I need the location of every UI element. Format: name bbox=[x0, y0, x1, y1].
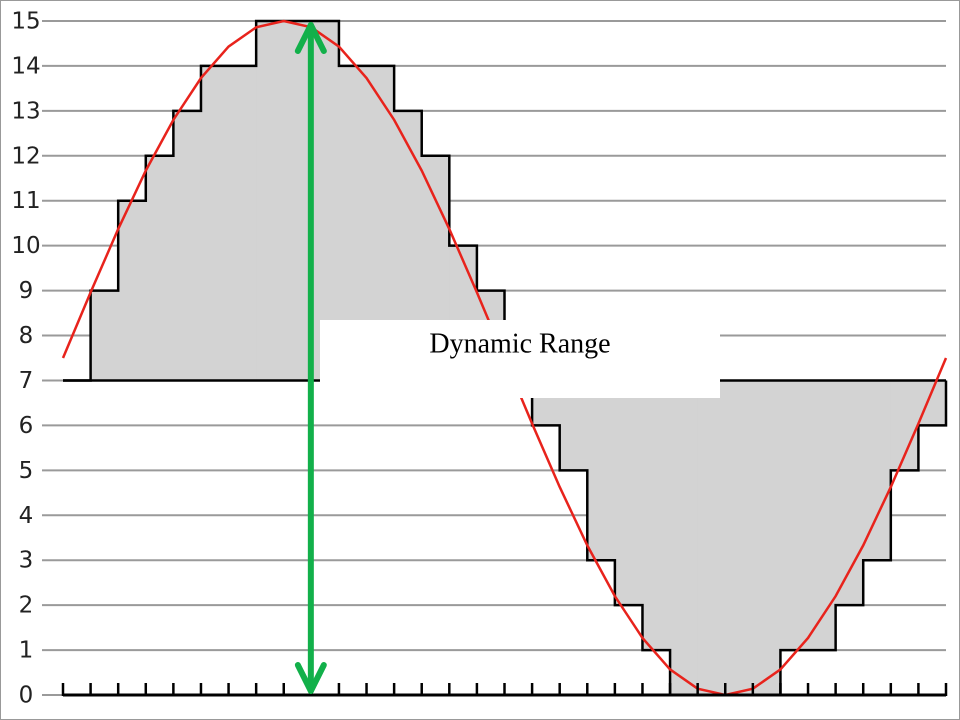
step-bar bbox=[200, 65, 230, 381]
y-tick-label: 11 bbox=[11, 188, 40, 214]
annotation-text: Dynamic Range bbox=[429, 328, 610, 359]
step-bar bbox=[145, 155, 174, 381]
y-tick-label: 8 bbox=[19, 323, 34, 349]
step-bar bbox=[642, 380, 671, 651]
y-tick-label: 7 bbox=[19, 368, 34, 394]
annotation-box bbox=[320, 320, 720, 398]
y-tick-label: 14 bbox=[11, 53, 40, 79]
y-tick-label: 10 bbox=[11, 233, 40, 259]
y-tick-label: 0 bbox=[19, 683, 34, 709]
step-bar bbox=[118, 200, 147, 381]
y-tick-label: 12 bbox=[11, 143, 40, 169]
y-tick-label: 15 bbox=[11, 9, 40, 35]
step-bar bbox=[697, 380, 726, 695]
step-bar bbox=[614, 380, 643, 606]
step-bar bbox=[228, 65, 257, 381]
arrow-head-bottom bbox=[294, 662, 327, 694]
step-bar bbox=[863, 380, 892, 561]
step-bar bbox=[283, 21, 312, 381]
step-bar bbox=[780, 380, 809, 651]
step-bar bbox=[808, 380, 837, 651]
y-tick-label: 9 bbox=[19, 278, 34, 304]
step-bar bbox=[173, 110, 202, 381]
y-tick-label: 13 bbox=[11, 98, 40, 124]
y-tick-label: 3 bbox=[19, 548, 34, 574]
arrow-head-top bbox=[294, 22, 327, 54]
y-tick-label: 2 bbox=[19, 593, 34, 619]
step-bar bbox=[725, 380, 754, 695]
y-tick-label: 1 bbox=[19, 638, 34, 664]
step-bar bbox=[256, 21, 285, 381]
step-bar bbox=[752, 380, 781, 695]
step-bar bbox=[90, 290, 119, 381]
step-bar bbox=[670, 380, 699, 695]
y-tick-label: 5 bbox=[19, 458, 34, 484]
step-bar bbox=[587, 380, 616, 561]
y-tick-label: 6 bbox=[19, 413, 34, 439]
y-tick-label: 4 bbox=[19, 503, 34, 529]
